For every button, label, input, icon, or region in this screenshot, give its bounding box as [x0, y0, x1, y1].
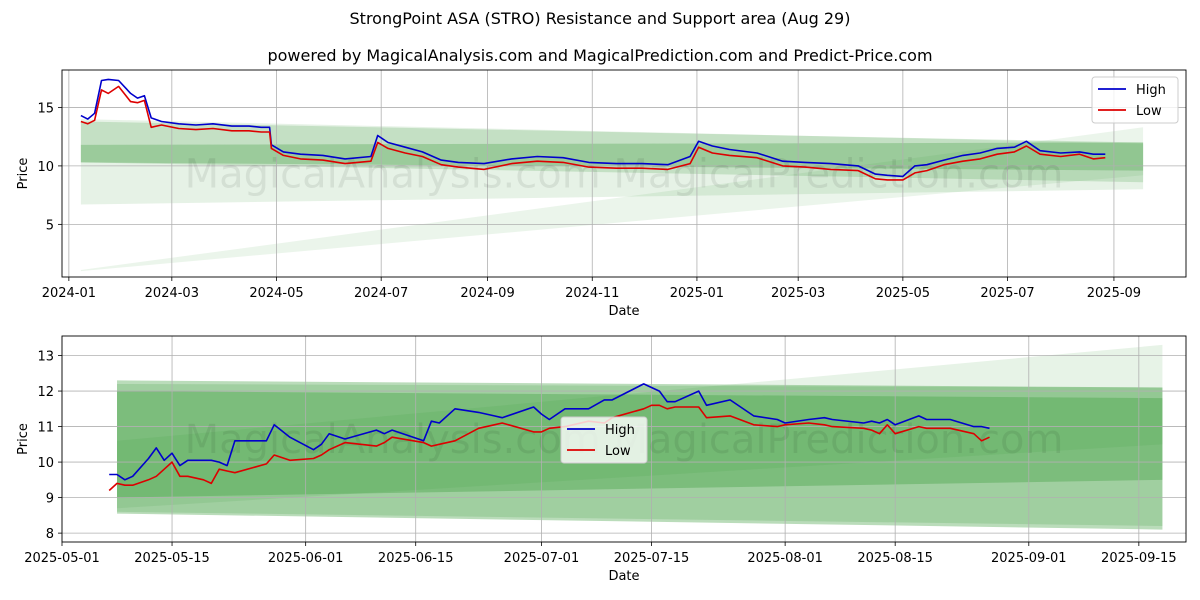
y-tick-label: 9: [46, 492, 54, 507]
series-high-line: [80, 78, 1106, 178]
x-tick-label: 2024-01: [42, 286, 96, 301]
x-tick-label: 2025-07-01: [504, 551, 580, 566]
x-tick-label: 2025-05-01: [24, 551, 100, 566]
series-high-line: [109, 383, 990, 481]
x-tick-label: 2025-08-01: [747, 551, 823, 566]
x-tick-label: 2024-09: [460, 286, 514, 301]
x-tick-label: 2025-09: [1087, 286, 1141, 301]
y-tick-label: 10: [37, 160, 54, 175]
y-tick-label: 10: [37, 456, 54, 471]
x-tick-label: 2024-11: [565, 286, 619, 301]
legend-entry-low: Low: [1136, 104, 1162, 119]
x-axis-label: Date: [608, 304, 639, 319]
x-tick-label: 2024-07: [354, 286, 408, 301]
y-tick-label: 11: [37, 421, 54, 436]
watermark: MagicalAnalysis.com MagicalPrediction.co…: [185, 152, 1064, 198]
x-axis-label: Date: [608, 569, 639, 584]
x-tick-label: 2025-09-15: [1101, 551, 1177, 566]
x-tick-label: 2025-07: [980, 286, 1034, 301]
plot-frame: [61, 69, 1187, 278]
series-low-line: [80, 85, 1106, 181]
x-tick-label: 2025-09-01: [991, 551, 1067, 566]
legend: High Low: [560, 416, 648, 464]
x-tick-label: 2025-05: [876, 286, 930, 301]
y-tick-label: 8: [46, 527, 54, 542]
x-tick-label: 2025-01: [670, 286, 724, 301]
chart-title: StrongPoint ASA (STRO) Resistance and Su…: [349, 9, 851, 28]
chart-subtitle: powered by MagicalAnalysis.com and Magic…: [267, 46, 933, 65]
x-tick-label: 2025-06-01: [268, 551, 344, 566]
x-tick-label: 2025-03: [771, 286, 825, 301]
x-tick-label: 2025-06-15: [378, 551, 454, 566]
series-lines: [108, 383, 990, 492]
y-axis-label: Price: [16, 423, 31, 455]
y-tick-label: 5: [46, 218, 54, 233]
x-tick-label: 2025-05-15: [134, 551, 210, 566]
y-tick-label: 15: [37, 101, 54, 116]
x-tick-label: 2025-08-15: [857, 551, 933, 566]
panel-top: 2024-01 2024-03 2024-05 2024-07 2024-09 2024-…: [16, 69, 1187, 319]
legend-entry-low: Low: [605, 444, 631, 459]
legend-entry-high: High: [1136, 83, 1166, 98]
legend-entry-high: High: [605, 423, 635, 438]
series-lines: [80, 78, 1106, 181]
y-axis-label: Price: [16, 158, 31, 190]
support-resistance-bands: [80, 119, 1144, 272]
panel-bottom: 2025-05-01 2025-05-15 2025-06-01 2025-06-15…: [16, 335, 1187, 584]
x-tick-label: 2025-07-15: [614, 551, 690, 566]
series-low-line: [108, 404, 990, 492]
y-tick-label: 13: [37, 350, 54, 365]
y-tick-label: 12: [37, 385, 54, 400]
x-tick-label: 2024-05: [249, 286, 303, 301]
band-3: [80, 127, 1144, 272]
band-1: [80, 121, 1144, 183]
x-tick-label: 2024-03: [145, 286, 199, 301]
plot-frame: [61, 335, 1187, 543]
legend: High Low: [1091, 76, 1179, 124]
band-0: [80, 119, 1144, 205]
